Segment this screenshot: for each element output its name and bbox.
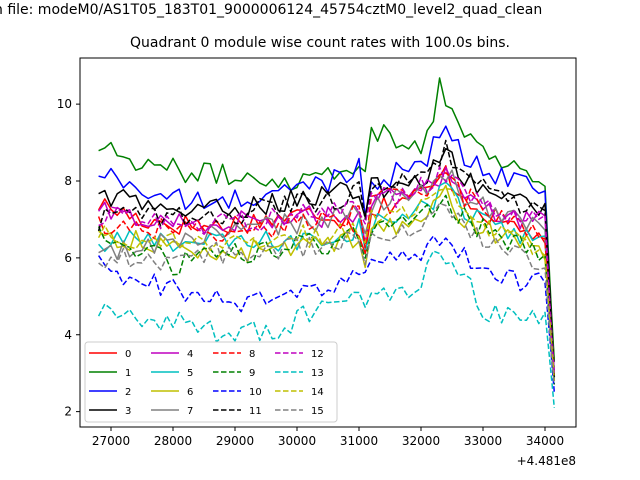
axes-layer: 27000 28000 29000 30000 31000 32000 33000 34000…: [57, 57, 577, 468]
series-layer: [97, 77, 556, 408]
y-tick-label: 8: [64, 174, 72, 188]
legend-label-12: 12: [311, 349, 324, 360]
x-tick-label: 30000: [278, 434, 316, 448]
series-line-3: [98, 147, 556, 378]
x-tick-label: 28000: [154, 434, 192, 448]
legend-label-7: 7: [187, 406, 193, 417]
legend-label-14: 14: [311, 387, 324, 398]
legend-label-10: 10: [249, 387, 262, 398]
y-tick-label: 4: [64, 328, 72, 342]
x-tick-label: 27000: [92, 434, 130, 448]
series-line-9: [97, 194, 556, 385]
legend-label-11: 11: [249, 406, 262, 417]
legend-label-9: 9: [249, 368, 255, 379]
y-tick-label: 2: [64, 405, 72, 419]
series-line-15: [98, 202, 556, 385]
legend-label-15: 15: [311, 406, 324, 417]
plot-frame: [79, 57, 577, 428]
figure-suptitle: n file: modeM0/AS1T05_183T01_9000006124_…: [0, 2, 543, 18]
series-line-1: [98, 77, 556, 362]
legend-label-2: 2: [125, 387, 131, 398]
x-offset-label: +4.481e8: [517, 454, 576, 468]
legend-label-0: 0: [125, 349, 131, 360]
y-tick-label: 6: [64, 251, 72, 265]
series-line-13: [97, 250, 556, 408]
legend-label-4: 4: [187, 349, 193, 360]
series-line-12: [98, 166, 556, 374]
series-line-0: [97, 165, 556, 362]
series-line-10: [97, 235, 556, 393]
series-line-11: [97, 139, 556, 378]
legend-label-6: 6: [187, 387, 193, 398]
legend-label-5: 5: [187, 368, 193, 379]
legend-box: [84, 341, 338, 423]
series-line-8: [97, 172, 556, 378]
series-line-2: [98, 125, 556, 378]
y-tick-label: 10: [57, 97, 72, 111]
x-tick-label: 33000: [464, 434, 502, 448]
legend-label-3: 3: [125, 406, 131, 417]
legend-label-8: 8: [249, 349, 255, 360]
legend-label-13: 13: [311, 368, 324, 379]
x-tick-label: 31000: [340, 434, 378, 448]
series-line-14: [97, 188, 556, 381]
chart-title: Quadrant 0 module wise count rates with …: [130, 35, 510, 51]
x-tick-label: 29000: [216, 434, 254, 448]
x-tick-label: 34000: [526, 434, 564, 448]
x-tick-label: 32000: [402, 434, 440, 448]
legend-label-1: 1: [125, 368, 131, 379]
